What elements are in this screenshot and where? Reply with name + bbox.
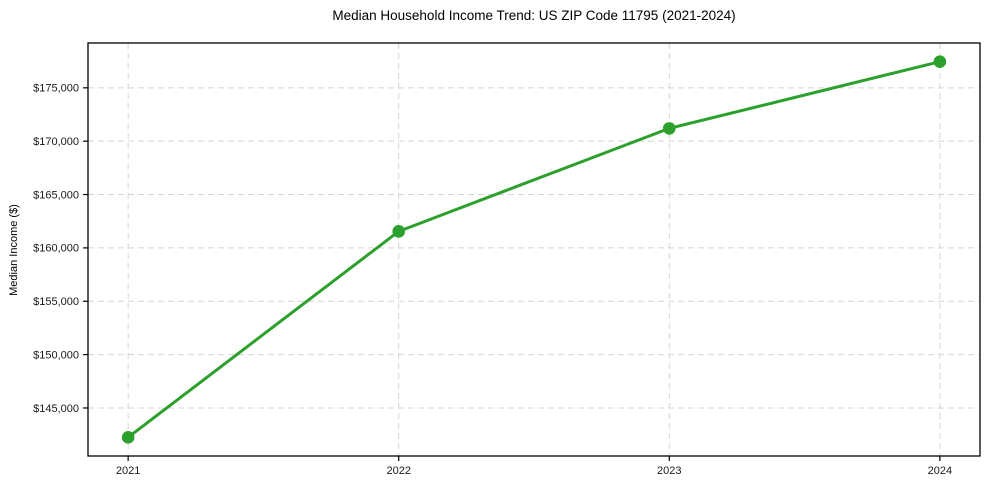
chart-title: Median Household Income Trend: US ZIP Co… (332, 8, 736, 23)
x-tick-label: 2022 (386, 465, 410, 477)
x-tick-label: 2021 (116, 465, 140, 477)
data-point-marker (662, 122, 676, 135)
y-tick-label: $150,000 (33, 349, 79, 361)
y-tick-label: $160,000 (33, 243, 79, 255)
x-tick-label: 2023 (657, 465, 681, 477)
axes-spines (87, 42, 981, 457)
trend-line (126, 60, 942, 439)
y-tick-label: $165,000 (33, 189, 79, 201)
y-tick-label: $145,000 (33, 403, 79, 415)
x-tick-label: 2024 (928, 465, 952, 477)
y-tick-label: $175,000 (33, 83, 79, 95)
data-point-marker (392, 225, 406, 238)
data-point-marker (933, 55, 947, 68)
data-point-marker (121, 431, 135, 444)
y-tick-label: $155,000 (33, 296, 79, 308)
y-tick-label: $170,000 (33, 136, 79, 148)
